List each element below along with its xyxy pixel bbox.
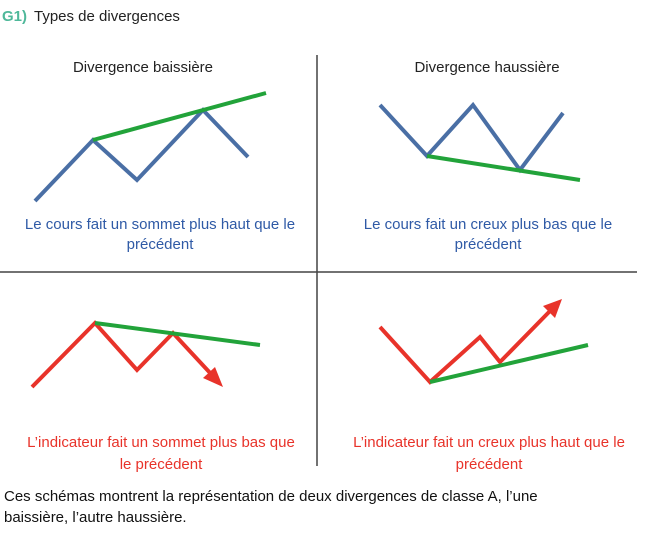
panel-caption: L’indicateur fait un creux plus haut que… — [353, 434, 625, 451]
arrow-head — [203, 367, 223, 387]
panel-title: Divergence haussière — [414, 59, 559, 76]
price-line — [378, 101, 565, 174]
trend-line — [94, 321, 261, 347]
panel-caption: précédent — [127, 236, 195, 253]
footer-text: baissière, l’autre haussière. — [4, 509, 187, 526]
footer-text: Ces schémas montrent la représentation d… — [4, 488, 538, 505]
trend-line — [426, 154, 581, 182]
arrow-head — [543, 299, 562, 318]
price-line — [33, 107, 250, 203]
panel-caption: précédent — [455, 236, 523, 253]
trend-line — [92, 91, 267, 142]
charts — [30, 91, 589, 389]
panel-caption: précédent — [456, 456, 524, 473]
panel-caption: Le cours fait un creux plus bas que le — [364, 216, 612, 233]
panel-caption: le précédent — [120, 456, 203, 473]
indicator-line — [378, 309, 552, 385]
trend-line — [429, 343, 589, 384]
panel-title: Divergence baissière — [73, 59, 213, 76]
panel-caption: L’indicateur fait un sommet plus bas que — [27, 434, 295, 451]
panel-caption: Le cours fait un sommet plus haut que le — [25, 216, 295, 233]
section-label: G1) — [2, 8, 27, 25]
section-title: Types de divergences — [34, 8, 180, 25]
indicator-line — [30, 320, 214, 389]
